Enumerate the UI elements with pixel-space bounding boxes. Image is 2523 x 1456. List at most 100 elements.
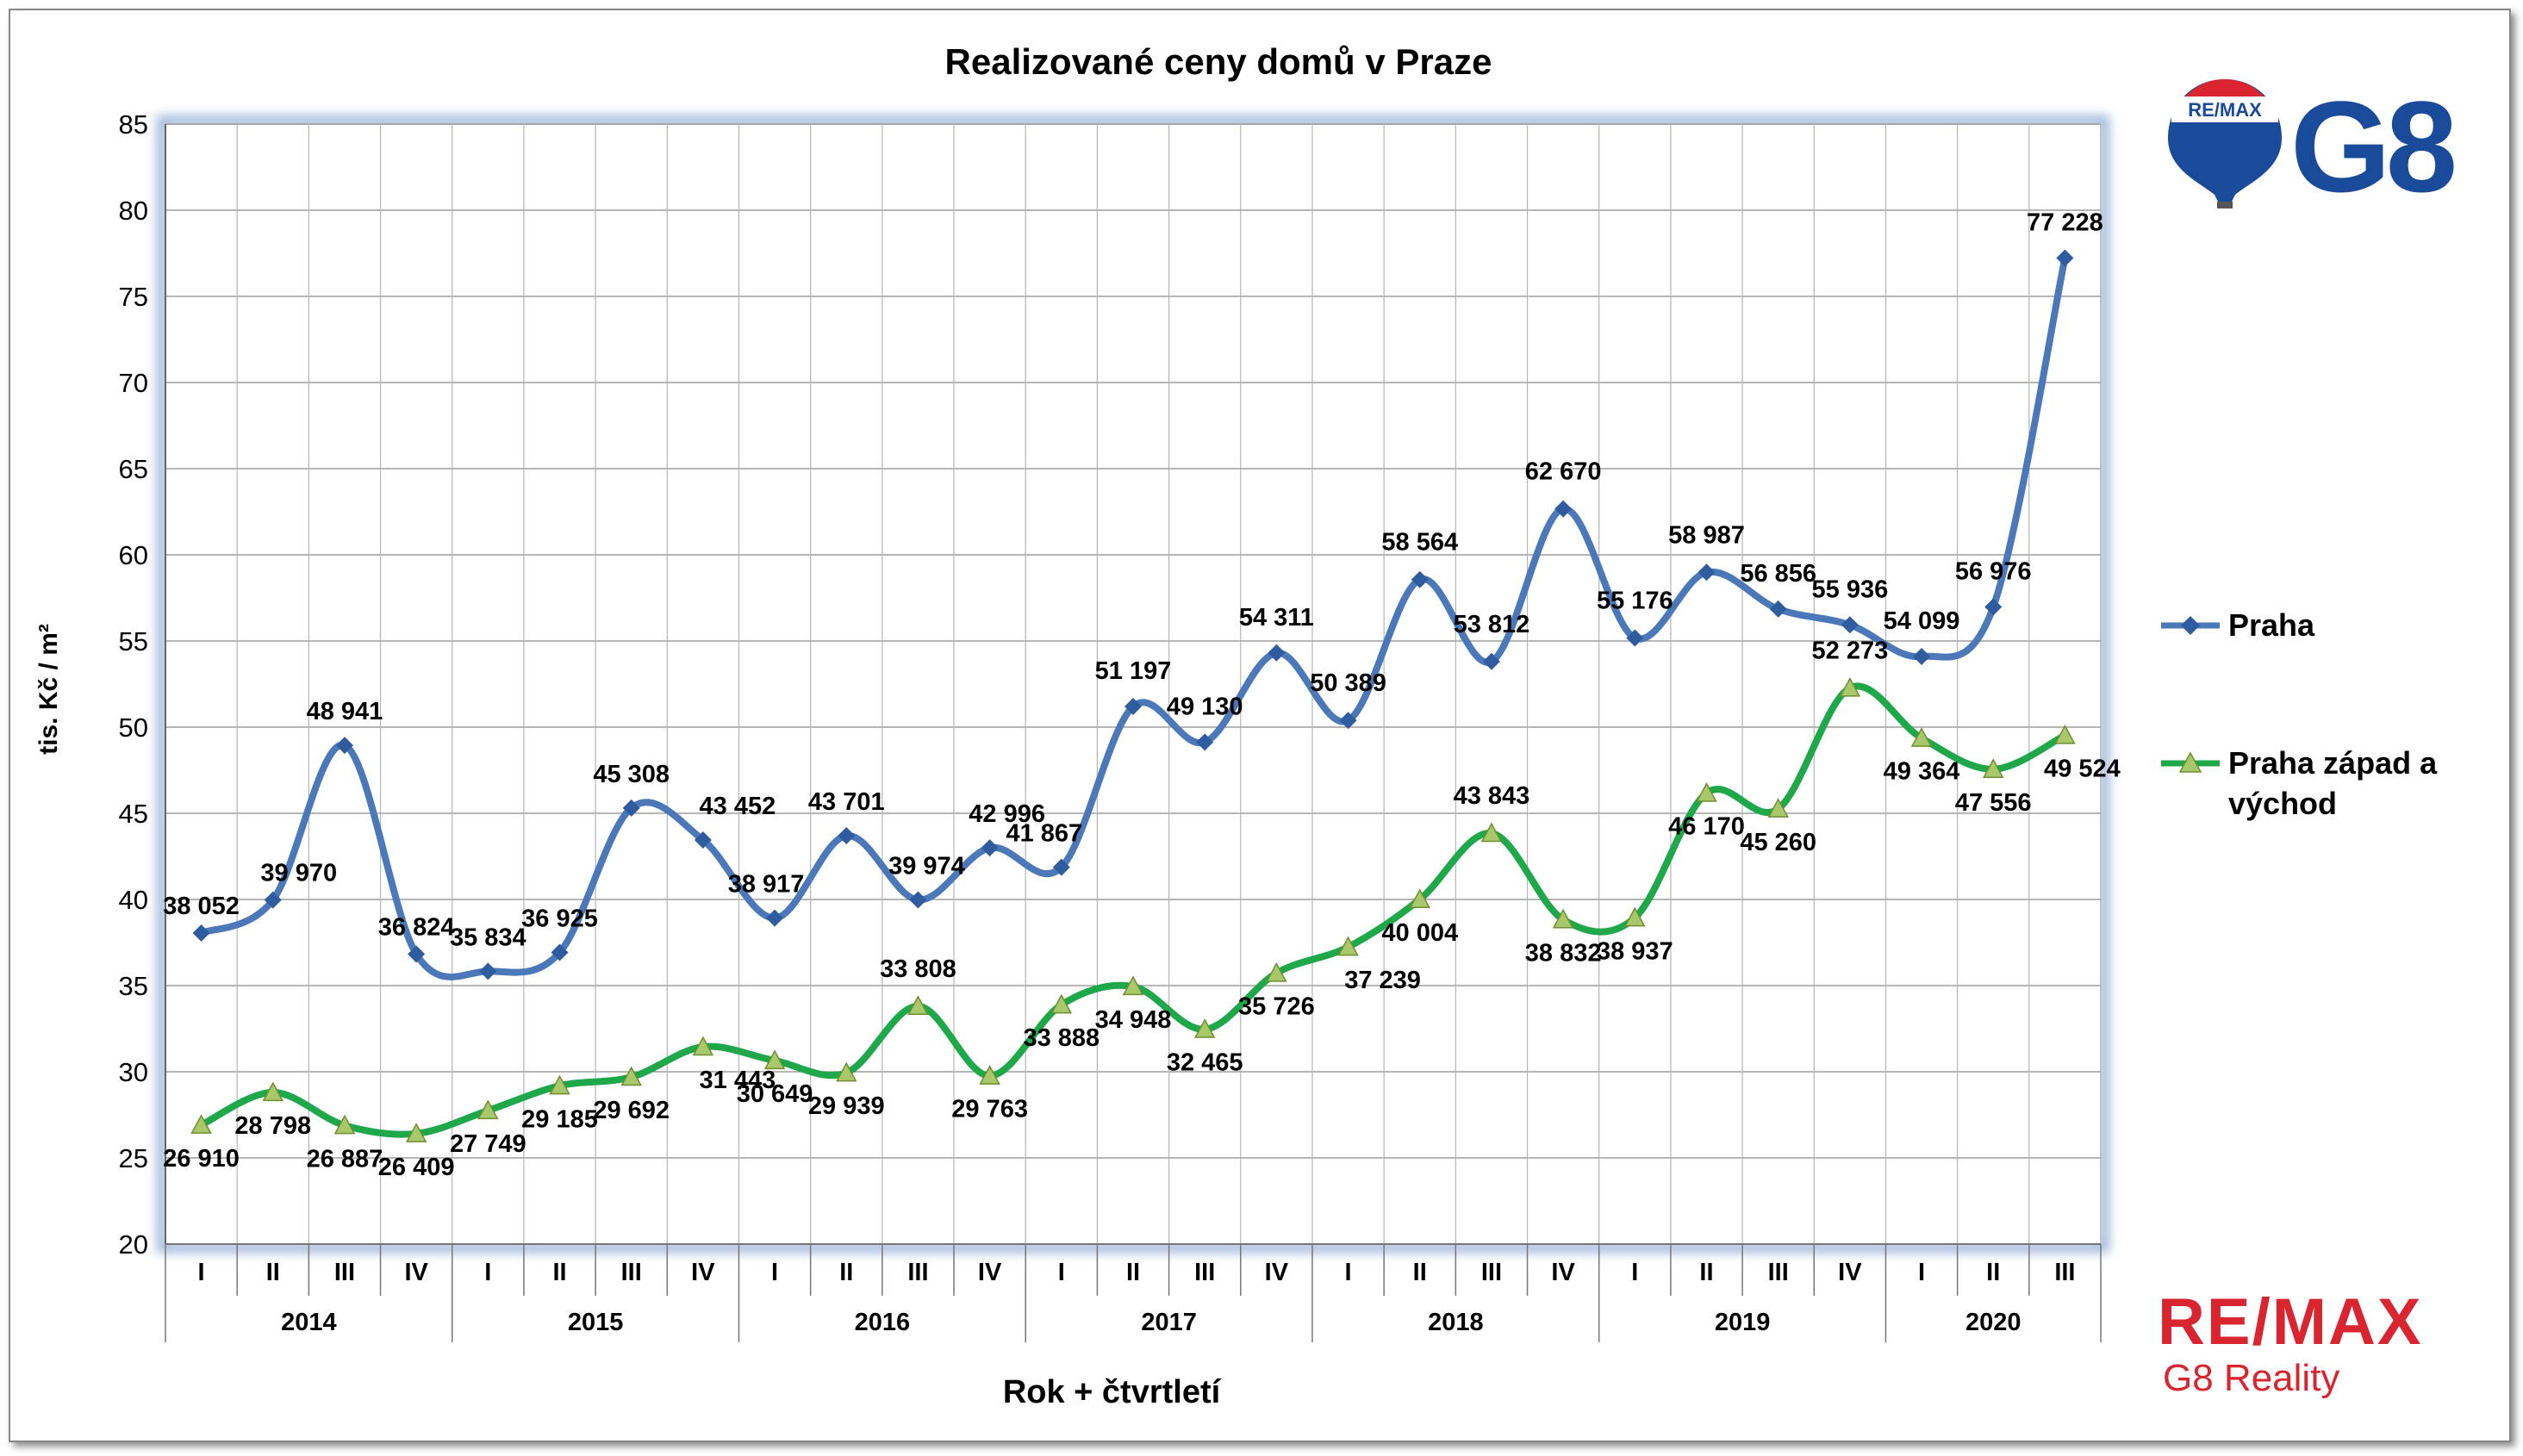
data-label: 55 176 [1597,587,1673,614]
quarter-label: I [1058,1259,1065,1286]
quarter-label: III [1194,1259,1215,1286]
data-label: 38 832 [1525,939,1602,967]
data-label: 29 763 [951,1096,1028,1123]
legend: Praha Praha západ a východ [2161,607,2438,821]
data-label: 46 170 [1668,813,1745,841]
data-label: 36 824 [378,914,455,942]
data-label: 26 910 [163,1145,240,1173]
data-label: 56 856 [1740,560,1816,588]
y-tick-label: 40 [119,885,148,915]
legend-label-praha: Praha [2228,607,2315,643]
y-tick-label: 35 [119,971,148,1001]
quarter-label: IV [1551,1259,1575,1286]
y-axis-label: tis. Kč / m² [34,624,63,755]
y-tick-label: 30 [119,1057,148,1087]
data-label: 34 948 [1095,1006,1172,1034]
data-point-praha [1769,600,1787,618]
data-point-praha-zapad [1409,888,1430,909]
data-label: 49 364 [1884,758,1960,786]
year-label: 2015 [568,1309,624,1336]
y-tick-label: 60 [119,540,148,570]
quarter-label: II [266,1259,280,1286]
legend-label-praha-zapad-line2: východ [2228,786,2337,821]
data-point-praha-zapad [763,1049,786,1070]
data-label: 62 670 [1525,458,1602,486]
year-label: 2019 [1715,1309,1771,1336]
legend-marker-praha [2181,616,2200,635]
data-point-praha-zapad [1624,906,1646,927]
data-label: 33 808 [880,955,956,983]
data-point-praha-zapad [620,1066,642,1086]
quarter-label: III [1768,1259,1789,1286]
data-point-praha-zapad [1266,961,1287,982]
data-point-praha [1052,858,1070,876]
quarter-label: I [771,1259,778,1286]
data-point-praha [766,909,784,927]
legend-marker-praha-zapad [2178,751,2202,773]
remax-balloon-logo: RE/MAX [2168,79,2282,208]
data-label: 39 974 [888,853,965,880]
g8-reality-text: G8 Reality [2163,1357,2339,1399]
remax-brand-text: RE/MAX [2158,1285,2423,1359]
data-label: 28 798 [234,1112,311,1140]
quarter-label: III [334,1259,355,1286]
data-label: 37 239 [1344,967,1421,994]
quarter-label: II [552,1259,566,1286]
data-label: 45 260 [1740,829,1816,856]
data-label: 50 389 [1310,669,1386,697]
data-point-praha [1626,629,1644,647]
data-label: 45 308 [593,761,670,788]
data-point-praha-zapad [979,1065,1000,1085]
series-line-praha-zapad [197,682,2069,1138]
data-point-praha [1124,698,1142,716]
data-label: 49 130 [1167,693,1243,720]
data-label: 35 726 [1238,992,1315,1020]
data-point-praha-zapad [2054,724,2076,744]
data-label: 39 970 [260,860,337,887]
y-tick-label: 20 [119,1229,148,1260]
data-label: 38 937 [1597,937,1673,965]
data-label: 43 452 [700,793,776,820]
data-point-praha [1984,598,2003,616]
g8-logo-text: G8 [2290,74,2454,219]
data-label: 54 311 [1239,604,1314,632]
year-label: 2017 [1141,1309,1197,1336]
data-point-praha-zapad [907,995,929,1015]
y-tick-label: 80 [119,196,148,226]
data-point-praha-zapad [692,1036,714,1056]
data-point-praha-zapad [190,1114,212,1134]
data-point-praha [1698,563,1716,582]
data-point-praha-zapad [1122,975,1144,996]
data-point-praha [1339,712,1357,730]
data-label: 32 465 [1167,1049,1243,1077]
quarter-label: II [1126,1259,1140,1286]
quarter-label: III [2054,1259,2075,1286]
quarter-label: III [907,1259,928,1286]
data-point-praha-zapad [1767,798,1789,818]
data-point-praha [335,737,353,755]
data-point-praha-zapad [477,1099,499,1120]
legend-label-praha-zapad-line1: Praha západ a [2228,745,2438,781]
data-label: 47 556 [1955,789,2032,817]
data-label: 31 443 [700,1067,776,1094]
quarter-label: I [1345,1259,1352,1286]
data-label: 40 004 [1381,919,1458,947]
balloon-text: RE/MAX [2188,99,2262,121]
data-point-praha-zapad [405,1123,427,1142]
data-label: 51 197 [1095,657,1172,685]
y-tick-label: 85 [119,109,148,140]
data-label: 33 888 [1023,1024,1100,1052]
data-point-praha [981,839,999,857]
data-label: 38 917 [728,871,805,899]
data-label: 29 939 [808,1092,885,1120]
data-point-praha-zapad [262,1081,284,1102]
y-tick-label: 25 [119,1143,148,1173]
data-label: 35 834 [450,924,526,951]
data-point-praha [909,891,927,909]
y-tick-label: 75 [119,282,148,312]
data-label: 49 524 [2044,756,2121,783]
data-label: 55 936 [1812,576,1889,603]
quarter-label: IV [404,1259,428,1286]
